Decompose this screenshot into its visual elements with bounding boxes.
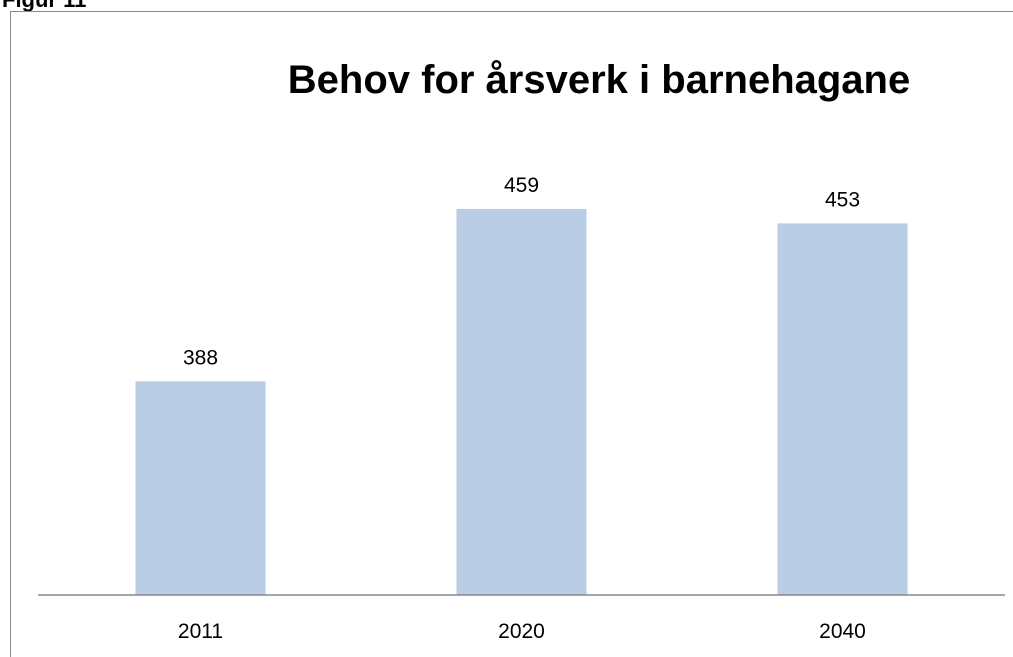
figure-label: Figur 11 [2, 0, 86, 13]
data-label-2040: 453 [825, 188, 860, 211]
labels-layer: 388 2011 459 2020 453 2040 [178, 174, 866, 643]
data-label-2020: 459 [504, 174, 539, 197]
bar-2040 [777, 223, 908, 595]
chart-title: Behov for årsverk i barnehagane [288, 58, 910, 102]
x-tick-label-2011: 2011 [178, 620, 223, 643]
x-tick-label-2020: 2020 [498, 620, 545, 643]
bar-2011 [135, 381, 266, 595]
bars-layer [135, 208, 908, 595]
data-label-2011: 388 [183, 346, 218, 369]
bar-2020 [456, 208, 587, 595]
x-tick-label-2040: 2040 [819, 620, 866, 643]
